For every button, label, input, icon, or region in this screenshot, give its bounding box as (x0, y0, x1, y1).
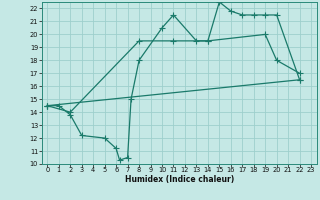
X-axis label: Humidex (Indice chaleur): Humidex (Indice chaleur) (124, 175, 234, 184)
